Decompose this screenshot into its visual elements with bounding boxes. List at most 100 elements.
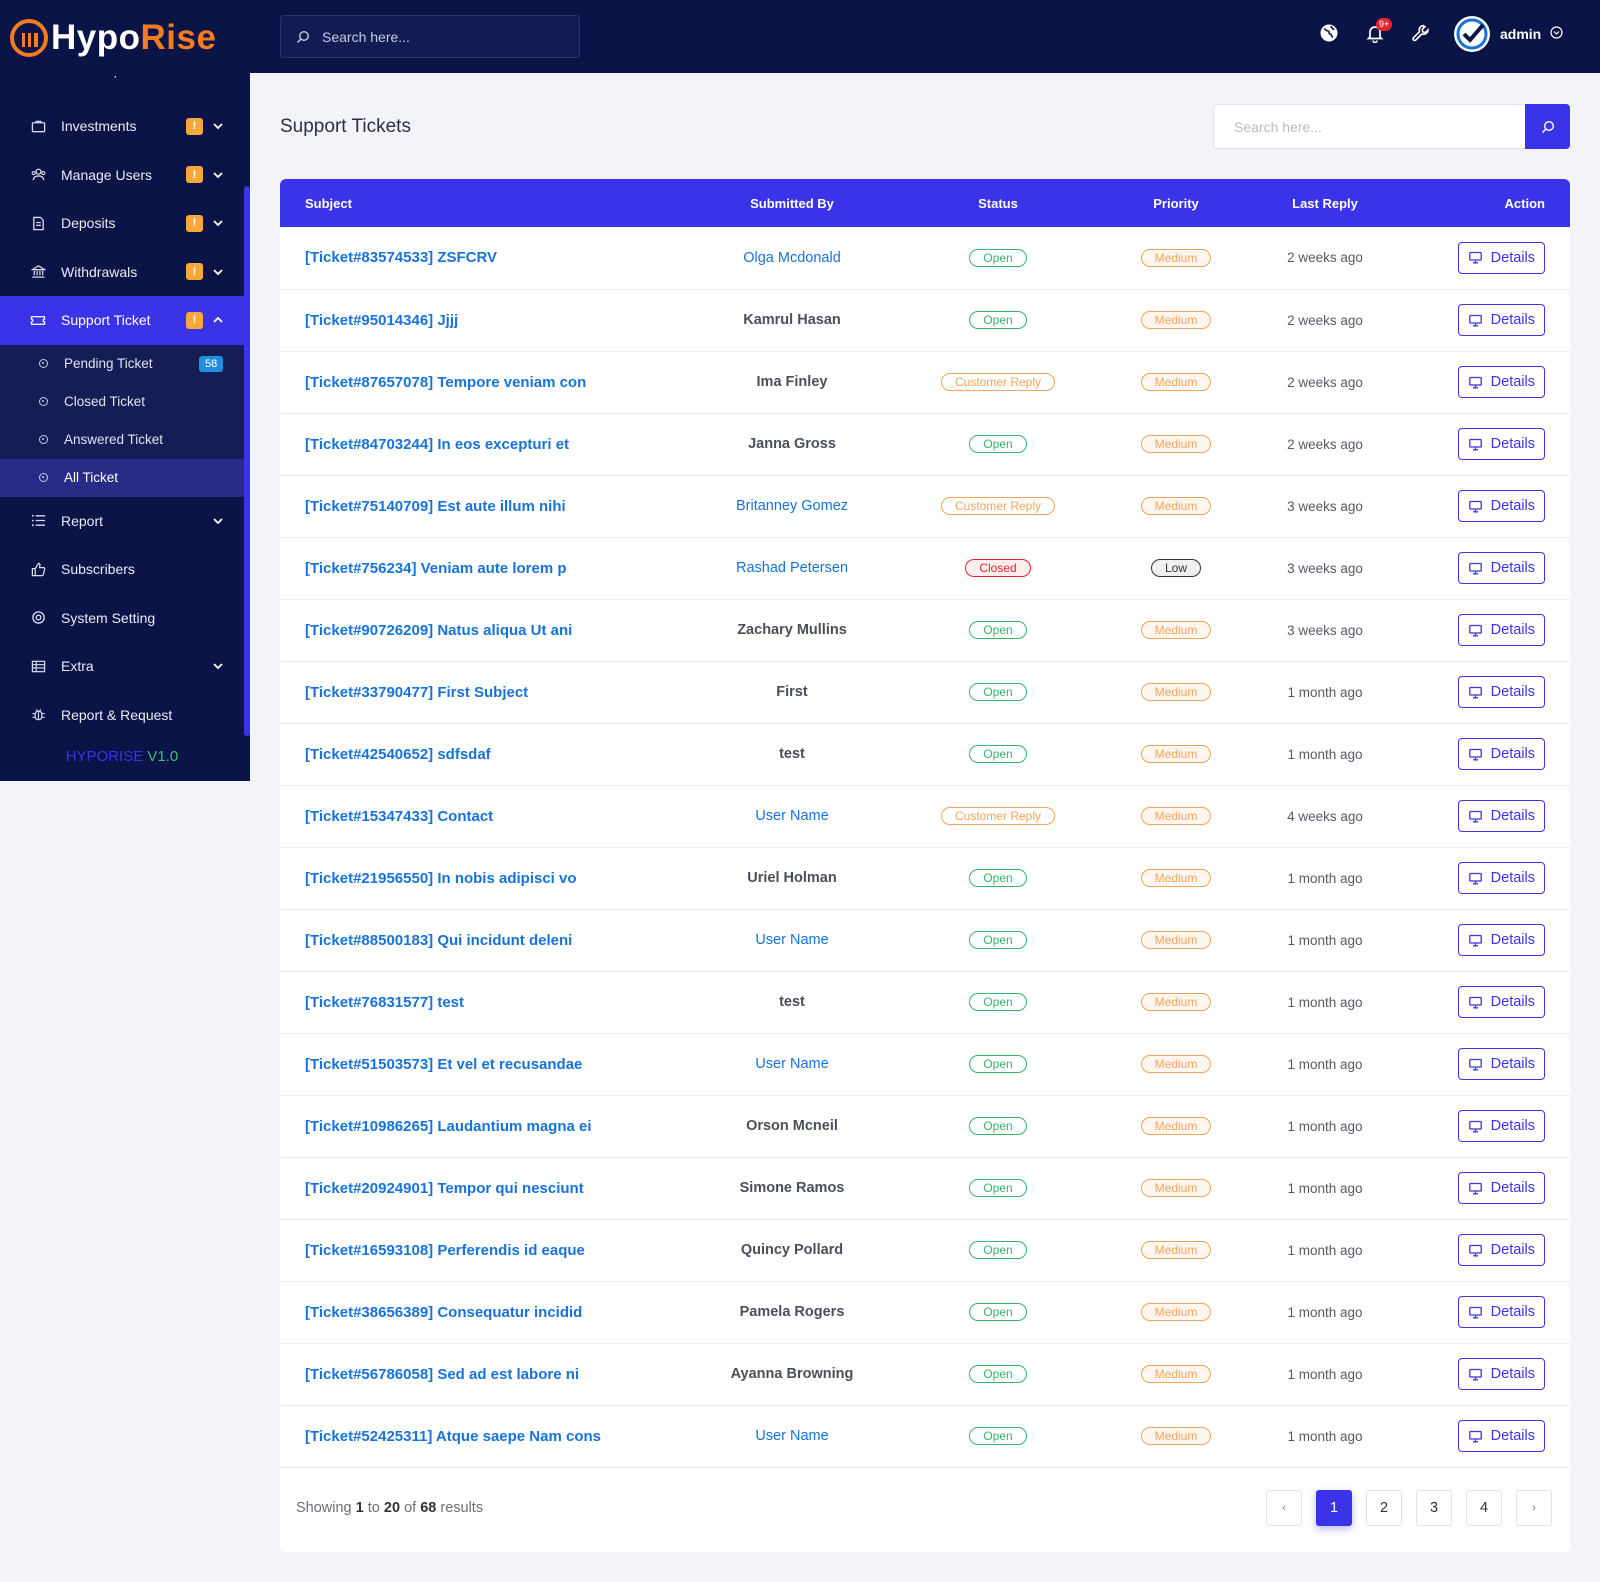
ticket-subject-link[interactable]: [Ticket#33790477] First Subject [305,683,529,701]
details-button[interactable]: Details [1457,1296,1545,1328]
details-button[interactable]: Details [1457,800,1545,832]
sidebar-item-subscribers[interactable]: Subscribers [0,545,244,594]
header-search-input[interactable] [322,28,562,45]
pagination-page-1[interactable]: 1 [1316,1490,1352,1526]
details-button[interactable]: Details [1457,738,1545,770]
sidebar-item-label: Extra [61,658,94,675]
details-button[interactable]: Details [1457,862,1545,894]
last-reply: 1 month ago [1287,1180,1363,1196]
details-button[interactable]: Details [1457,490,1545,522]
table-search-input[interactable] [1213,104,1525,149]
chevron-down-icon[interactable] [212,660,224,672]
pagination-prev-button[interactable]: ‹ [1266,1490,1302,1526]
details-button[interactable]: Details [1457,428,1545,460]
brand-logo[interactable]: HypoRise [0,0,250,76]
details-button[interactable]: Details [1457,614,1545,646]
details-button[interactable]: Details [1457,1048,1545,1080]
chevron-down-icon[interactable] [212,120,224,132]
column-header-priority[interactable]: Priority [1153,195,1199,211]
ticket-subject-link[interactable]: [Ticket#21956550] In nobis adipisci vo [305,869,577,887]
sidebar-item-support-ticket[interactable]: Support Ticket ! [0,296,244,345]
ticket-subject-link[interactable]: [Ticket#75140709] Est aute illum nihi [305,497,566,515]
details-button[interactable]: Details [1457,924,1545,956]
chevron-down-icon[interactable] [212,266,224,278]
priority-badge: Medium [1140,931,1212,949]
sidebar-item-withdrawals[interactable]: Withdrawals ! [0,248,244,297]
wrench-icon[interactable] [1410,22,1432,44]
priority-badge: Medium [1140,1117,1212,1135]
ticket-subject-link[interactable]: [Ticket#83574533] ZSFCRV [305,249,498,267]
chevron-down-icon[interactable] [212,515,224,527]
sidebar-item-investments[interactable]: Investments ! [0,102,244,151]
sidebar-item-report[interactable]: Report [0,497,244,546]
ticket-subject-link[interactable]: [Ticket#756234] Veniam aute lorem p [305,559,567,577]
ticket-subject-link[interactable]: [Ticket#90726209] Natus aliqua Ut ani [305,621,573,639]
ticket-subject-link[interactable]: [Ticket#88500183] Qui incidunt deleni [305,931,573,949]
details-button[interactable]: Details [1457,1110,1545,1142]
column-header-submitted-by[interactable]: Submitted By [750,195,834,211]
column-header-subject[interactable]: Subject [305,195,352,211]
submitted-by[interactable]: Rashad Petersen [735,560,849,576]
sidebar-subitem-answered-ticket[interactable]: Answered Ticket [0,421,244,459]
ticket-subject-link[interactable]: [Ticket#87657078] Tempore veniam con [305,373,587,391]
submitted-by[interactable]: Olga Mcdonald [743,249,841,266]
sidebar-subitem-pending-ticket[interactable]: Pending Ticket 58 [0,345,244,383]
submitted-by[interactable]: Britanney Gomez [735,498,849,514]
last-reply: 2 weeks ago [1287,312,1363,328]
admin-avatar[interactable] [1454,16,1490,52]
pagination-page-3[interactable]: 3 [1416,1490,1452,1526]
details-button[interactable]: Details [1457,366,1545,398]
sidebar-subitem-all-ticket[interactable]: All Ticket [0,458,244,497]
details-button[interactable]: Details [1457,304,1545,336]
ticket-subject-link[interactable]: [Ticket#10986265] Laudantium magna ei [305,1117,592,1135]
ticket-subject-link[interactable]: [Ticket#95014346] Jjjj [305,311,459,329]
column-header-status[interactable]: Status [978,195,1018,211]
pagination-next-button[interactable]: › [1516,1490,1552,1526]
details-button[interactable]: Details [1457,1358,1545,1390]
bell-icon[interactable]: 9+ [1364,18,1393,44]
ticket-subject-link[interactable]: [Ticket#20924901] Tempor qui nesciunt [305,1179,584,1197]
ticket-subject-link[interactable]: [Ticket#16593108] Perferendis id eaque [305,1241,585,1259]
submitted-by: Ayanna Browning [730,1366,854,1382]
details-button[interactable]: Details [1457,552,1545,584]
details-button[interactable]: Details [1457,986,1545,1018]
sidebar-subitem-closed-ticket[interactable]: Closed Ticket [0,383,244,421]
details-label: Details [1490,1304,1535,1320]
submitted-by: Kamrul Hasan [743,312,841,328]
submitted-by[interactable]: User Name [755,808,829,824]
details-button[interactable]: Details [1457,1234,1545,1266]
sidebar-scrollbar[interactable] [244,186,250,736]
admin-name[interactable]: admin [1500,26,1542,42]
details-button[interactable]: Details [1457,241,1545,274]
submitted-by[interactable]: User Name [755,932,829,948]
ticket-subject-link[interactable]: [Ticket#52425311] Atque saepe Nam cons [305,1427,601,1445]
submitted-by[interactable]: User Name [755,1428,829,1444]
column-header-last-reply[interactable]: Last Reply [1292,195,1358,211]
ticket-subject-link[interactable]: [Ticket#51503573] Et vel et recusandae [305,1055,583,1073]
chevron-down-icon[interactable] [212,169,224,181]
sidebar-item-system-setting[interactable]: System Setting [0,594,244,643]
priority-badge: Medium [1140,807,1212,825]
pagination-page-2[interactable]: 2 [1366,1490,1402,1526]
details-button[interactable]: Details [1457,1420,1545,1452]
ticket-subject-link[interactable]: [Ticket#76831577] test [305,993,464,1011]
globe-icon[interactable] [1318,22,1340,44]
ticket-subject-link[interactable]: [Ticket#84703244] In eos excepturi et [305,435,570,453]
ticket-subject-link[interactable]: [Ticket#42540652] sdfsdaf [305,745,491,763]
chevron-down-icon[interactable] [212,217,224,229]
sidebar-item-report-request[interactable]: Report & Request [0,691,244,740]
chevron-up-icon[interactable] [212,314,224,326]
pagination-page-4[interactable]: 4 [1466,1490,1502,1526]
header-search[interactable] [280,15,580,58]
table-search-button[interactable] [1525,104,1570,149]
chevron-down-circle-icon[interactable] [1550,26,1563,39]
details-button[interactable]: Details [1457,1172,1545,1204]
ticket-subject-link[interactable]: [Ticket#56786058] Sed ad est labore ni [305,1365,580,1383]
ticket-subject-link[interactable]: [Ticket#38656389] Consequatur incidid [305,1303,583,1321]
sidebar-item-manage-users[interactable]: Manage Users ! [0,151,244,200]
details-button[interactable]: Details [1457,676,1545,708]
ticket-subject-link[interactable]: [Ticket#15347433] Contact [305,807,494,825]
sidebar-item-extra[interactable]: Extra [0,642,244,691]
submitted-by[interactable]: User Name [755,1056,829,1072]
sidebar-item-deposits[interactable]: Deposits ! [0,199,244,248]
